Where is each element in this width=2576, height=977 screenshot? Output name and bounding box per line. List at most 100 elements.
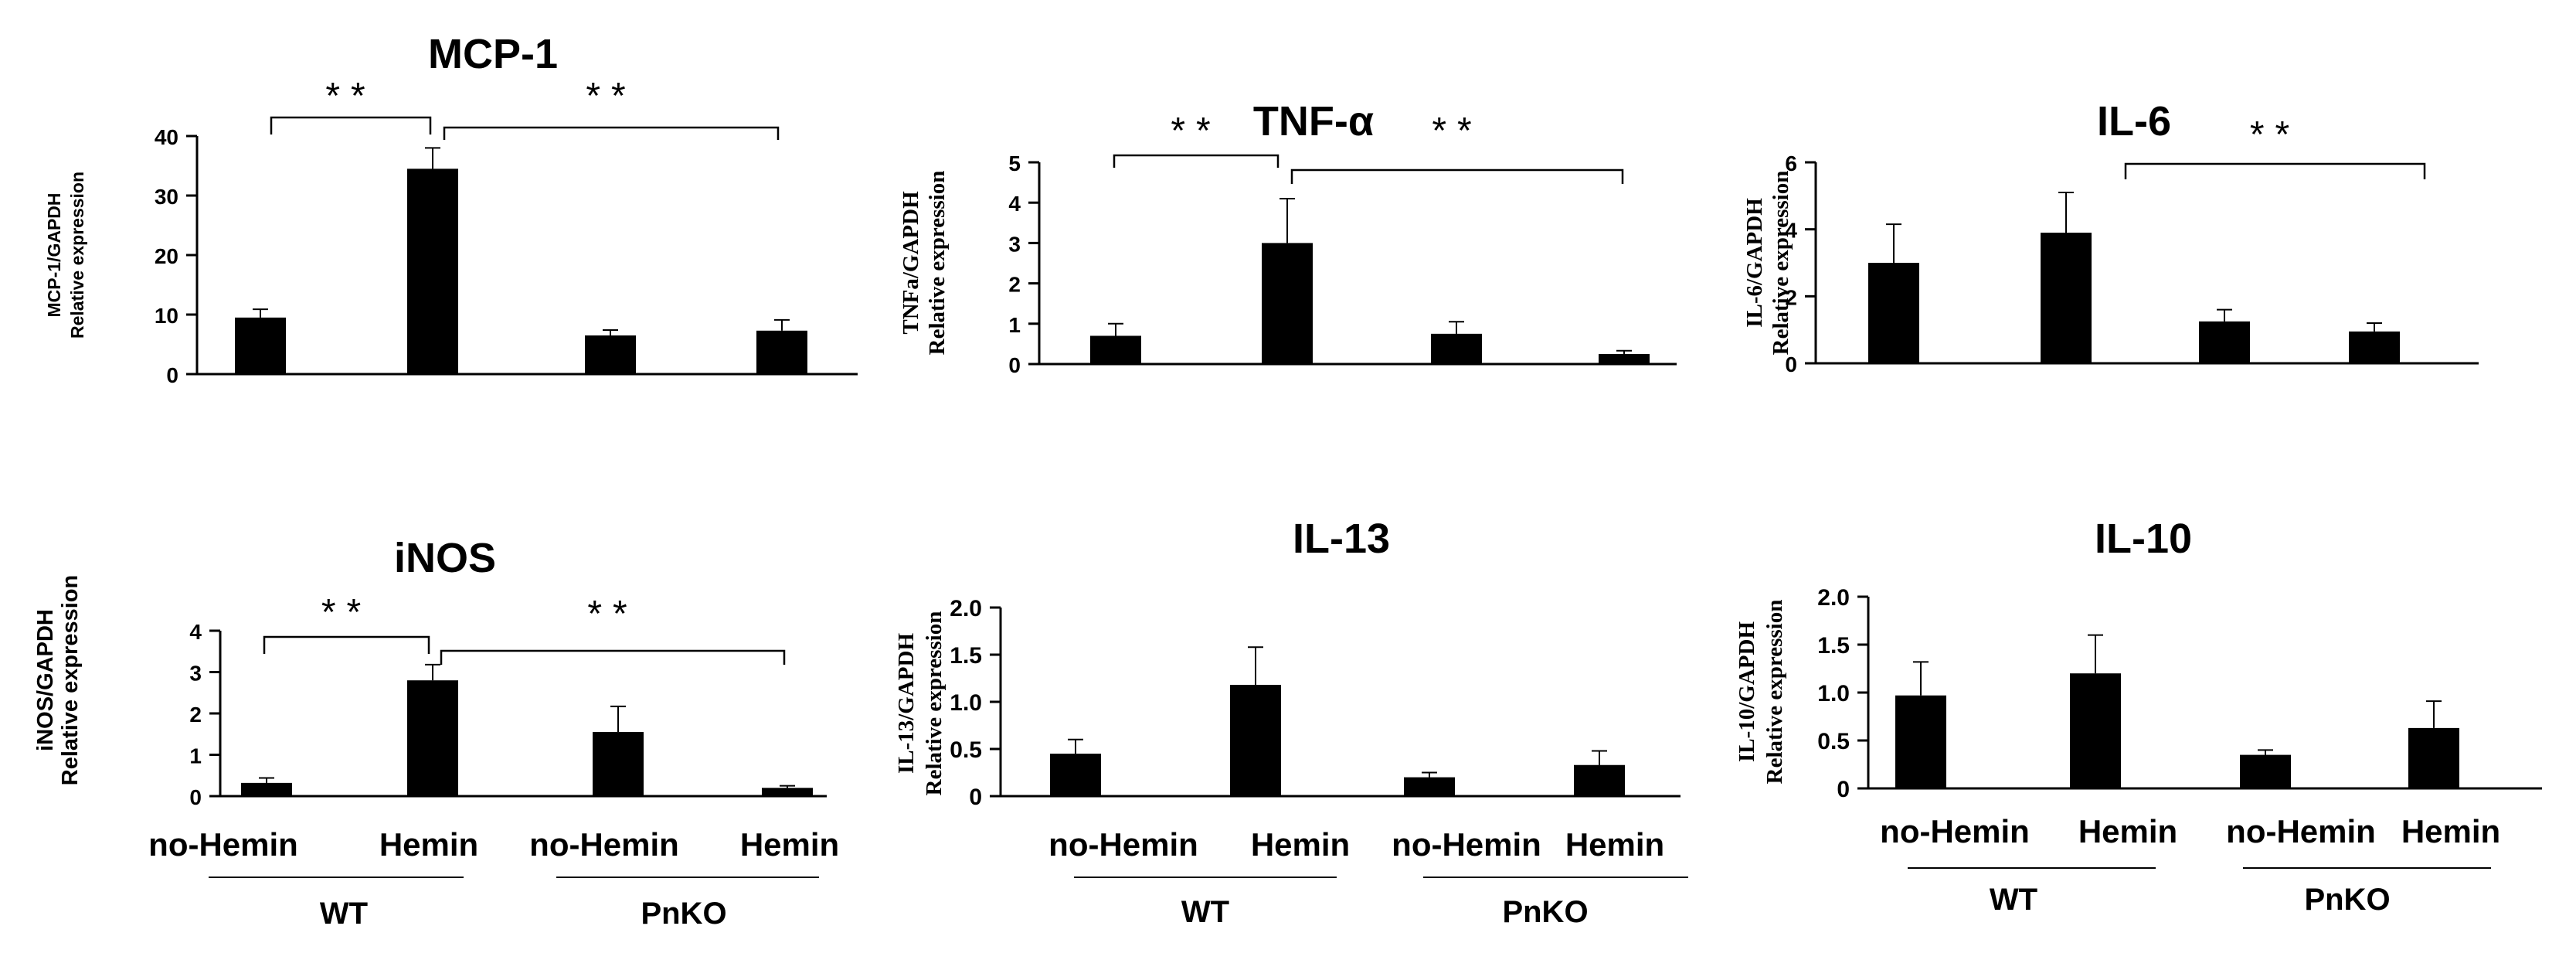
y-tick-label: 0 xyxy=(1785,352,1797,376)
y-tick-label: 1.0 xyxy=(1817,681,1850,706)
bar xyxy=(1895,695,1946,788)
y-axis-label-line2: Relative expression xyxy=(1762,600,1787,785)
x-tick-label: Hemin xyxy=(1565,826,1664,863)
y-tick-label: 30 xyxy=(155,185,178,209)
bar xyxy=(2041,233,2092,363)
bar xyxy=(585,335,636,374)
group-label: PnKO xyxy=(641,897,726,931)
y-tick-label: 6 xyxy=(1785,151,1797,175)
bar xyxy=(1599,353,1650,364)
significance-bracket xyxy=(1290,169,1624,184)
significance-bracket xyxy=(1113,154,1280,168)
bar xyxy=(241,782,292,796)
bar xyxy=(1262,243,1313,364)
significance-label: ** xyxy=(1432,111,1482,151)
panel-title: MCP-1 xyxy=(428,31,558,77)
x-tick-label: no-Hemin xyxy=(2226,813,2376,849)
x-tick-label: no-Hemin xyxy=(1880,813,2030,849)
bar xyxy=(762,788,813,796)
y-tick-label: 0.5 xyxy=(950,737,982,763)
panel-title: IL-13 xyxy=(1293,516,1390,562)
y-tick-label: 1 xyxy=(189,744,202,768)
significance-bracket xyxy=(270,116,432,134)
y-axis-label-line1: MCP-1/GAPDH xyxy=(44,192,64,317)
significance-bracket xyxy=(2124,162,2426,179)
y-axis-label-line1: IL-6/GAPDH xyxy=(1742,198,1767,328)
significance-bracket xyxy=(443,126,780,140)
bar xyxy=(2070,673,2121,788)
y-tick-label: 0 xyxy=(969,785,982,810)
bar xyxy=(235,317,286,374)
y-tick-label: 2 xyxy=(1008,273,1021,297)
group-label: PnKO xyxy=(2304,883,2390,917)
y-tick-label: 0 xyxy=(1837,777,1850,802)
x-tick-label: no-Hemin xyxy=(1048,826,1198,863)
bar xyxy=(1404,777,1455,796)
y-axis-label-line1: iNOS/GAPDH xyxy=(33,609,58,751)
bar xyxy=(1431,333,1482,364)
y-tick-label: 10 xyxy=(155,304,178,328)
y-axis-label-line2: Relative expression xyxy=(67,172,87,339)
y-tick-label: 2 xyxy=(1785,285,1797,309)
bar xyxy=(1090,335,1141,364)
group-label: WT xyxy=(1181,895,1229,929)
bar xyxy=(2408,727,2459,788)
x-tick-label: Hemin xyxy=(2401,813,2500,849)
y-tick-label: 4 xyxy=(189,620,202,644)
bar xyxy=(756,330,807,374)
y-axis-label-line1: IL-13/GAPDH xyxy=(894,633,919,774)
bar xyxy=(1230,685,1281,796)
y-tick-label: 1 xyxy=(1008,313,1021,337)
y-tick-label: 5 xyxy=(1008,151,1021,175)
y-axis-label-line2: Relative expression xyxy=(925,171,950,356)
y-tick-label: 4 xyxy=(1785,219,1797,243)
x-tick-label: Hemin xyxy=(379,826,478,863)
y-tick-label: 2.0 xyxy=(1817,585,1850,611)
significance-label: ** xyxy=(321,592,372,633)
significance-bracket xyxy=(440,649,786,665)
y-tick-label: 0 xyxy=(1008,353,1021,377)
bar xyxy=(1868,263,1919,363)
x-tick-label: Hemin xyxy=(1251,826,1350,863)
bar xyxy=(593,732,644,796)
x-tick-label: no-Hemin xyxy=(1392,826,1541,863)
y-axis-label-line2: Relative expression xyxy=(58,575,83,785)
y-tick-label: 2 xyxy=(189,703,202,727)
y-axis-label-line2: Relative expression xyxy=(922,611,946,796)
panel-title: IL-6 xyxy=(2097,98,2171,145)
y-tick-label: 0 xyxy=(166,363,178,387)
y-tick-label: 0 xyxy=(189,785,202,809)
y-tick-label: 3 xyxy=(189,662,202,686)
bar xyxy=(2240,754,2291,788)
y-axis-label-line1: IL-10/GAPDH xyxy=(1735,621,1759,763)
bar xyxy=(2349,331,2400,363)
bar xyxy=(2199,321,2250,363)
y-tick-label: 4 xyxy=(1008,192,1021,216)
panel-title: iNOS xyxy=(394,535,496,581)
group-label: WT xyxy=(1990,883,2037,917)
panel-title: TNF-α xyxy=(1253,98,1374,145)
group-label: PnKO xyxy=(1502,895,1588,929)
bar xyxy=(1574,764,1625,796)
significance-label: ** xyxy=(2250,114,2300,155)
y-tick-label: 2.0 xyxy=(950,596,982,621)
significance-label: ** xyxy=(1171,111,1221,151)
x-tick-label: no-Hemin xyxy=(148,826,298,863)
significance-label: ** xyxy=(586,76,636,117)
bar xyxy=(407,680,458,796)
y-tick-label: 0.5 xyxy=(1817,729,1850,754)
panel-title: IL-10 xyxy=(2095,516,2192,562)
x-tick-label: Hemin xyxy=(740,826,839,863)
y-tick-label: 40 xyxy=(155,125,178,149)
y-axis-label-line2: Relative expression xyxy=(1769,171,1793,356)
significance-label: ** xyxy=(587,594,637,635)
y-tick-label: 1.0 xyxy=(950,690,982,716)
y-tick-label: 20 xyxy=(155,244,178,268)
x-tick-label: Hemin xyxy=(2078,813,2177,849)
y-tick-label: 3 xyxy=(1008,232,1021,256)
y-tick-label: 1.5 xyxy=(950,643,982,669)
group-label: WT xyxy=(320,897,368,931)
x-tick-label: no-Hemin xyxy=(529,826,679,863)
significance-label: ** xyxy=(325,76,376,117)
